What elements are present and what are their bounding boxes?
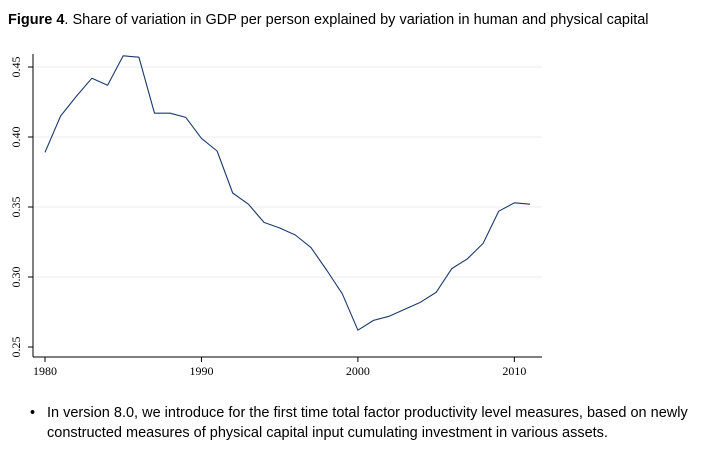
x-tick-label-2: 2000	[346, 364, 370, 378]
y-tick-label-2: 0.35	[9, 197, 23, 218]
y-tick-label-4: 0.45	[9, 57, 23, 78]
y-tick-label-0: 0.25	[9, 337, 23, 358]
bullet-icon: •	[30, 405, 36, 421]
x-tick-label-3: 2010	[502, 364, 526, 378]
figure-caption-text: . Share of variation in GDP per person e…	[64, 12, 649, 28]
x-tick-label-0: 1980	[33, 364, 57, 378]
line-chart: 0.25 0.30 0.35 0.40 0.45 1980 1990 2000 2010	[9, 54, 542, 378]
y-tick-label-3: 0.40	[9, 127, 23, 148]
version-note-text: In version 8.0, we introduce for the fir…	[47, 405, 688, 441]
figure-label: Figure 4	[8, 12, 65, 28]
x-tick-label-1: 1990	[189, 364, 213, 378]
y-tick-label-1: 0.30	[9, 267, 23, 288]
series-line-0	[44, 55, 531, 331]
figure-caption: Figure 4. Share of variation in GDP per …	[8, 11, 720, 29]
version-note: • In version 8.0, we introduce for the f…	[30, 403, 716, 443]
